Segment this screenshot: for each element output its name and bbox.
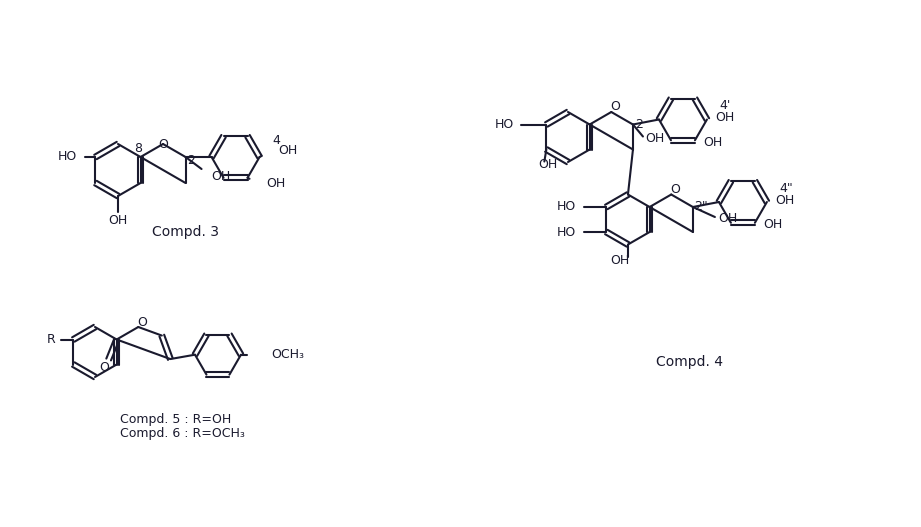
Text: 2": 2": [694, 200, 707, 213]
Text: OH: OH: [703, 136, 722, 149]
Text: 4': 4': [719, 99, 730, 112]
Text: OH: OH: [715, 111, 734, 124]
Text: OCH₃: OCH₃: [271, 348, 304, 361]
Text: HO: HO: [556, 226, 576, 239]
Text: HO: HO: [556, 200, 576, 213]
Text: OH: OH: [212, 171, 231, 183]
Text: R: R: [47, 333, 56, 346]
Text: Compd. 3: Compd. 3: [151, 225, 218, 239]
Text: OH: OH: [775, 193, 794, 207]
Text: OH: OH: [109, 213, 128, 227]
Text: Compd. 4: Compd. 4: [657, 355, 724, 369]
Text: OH: OH: [266, 177, 286, 190]
Text: OH: OH: [539, 158, 557, 171]
Text: O: O: [670, 183, 681, 196]
Text: OH: OH: [763, 218, 782, 231]
Text: OH: OH: [645, 132, 664, 145]
Text: Compd. 5 : R=OH: Compd. 5 : R=OH: [120, 413, 231, 425]
Text: O: O: [611, 101, 620, 113]
Text: OH: OH: [278, 144, 297, 158]
Text: 4": 4": [779, 181, 793, 194]
Text: O: O: [99, 361, 110, 374]
Text: Compd. 6 : R=OCH₃: Compd. 6 : R=OCH₃: [120, 427, 245, 441]
Text: OH: OH: [611, 254, 630, 267]
Text: 8: 8: [134, 142, 143, 154]
Text: HO: HO: [495, 118, 514, 131]
Text: O: O: [137, 316, 147, 328]
Text: 4: 4: [273, 133, 280, 147]
Text: OH: OH: [717, 212, 737, 226]
Text: O: O: [158, 138, 168, 151]
Text: HO: HO: [58, 151, 77, 163]
Text: 2: 2: [635, 118, 643, 131]
Text: 2: 2: [188, 154, 195, 168]
